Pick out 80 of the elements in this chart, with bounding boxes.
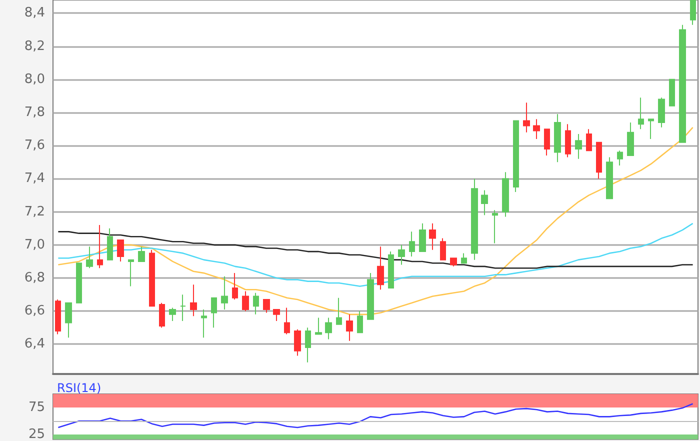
y-tick-label: 8,4 — [24, 6, 45, 21]
y-tick-label: 25 — [28, 427, 45, 441]
candlestick — [221, 276, 228, 310]
candlestick — [533, 118, 540, 140]
candlestick — [398, 244, 405, 266]
candlestick — [86, 246, 93, 269]
candlestick — [107, 228, 113, 260]
candlestick — [305, 327, 311, 363]
candlestick — [55, 299, 61, 335]
candlestick — [273, 308, 280, 322]
candlestick — [554, 114, 561, 163]
candlestick — [76, 262, 82, 304]
candlestick — [169, 307, 176, 322]
candlestick — [377, 246, 384, 290]
candlestick — [367, 272, 374, 320]
candlestick — [575, 134, 582, 160]
candlestick — [180, 294, 186, 322]
line-series — [58, 126, 694, 316]
candlestick — [190, 284, 197, 317]
candlestick — [346, 314, 353, 342]
line-series — [58, 222, 694, 287]
candlestick — [617, 150, 623, 166]
y-tick-label: 7,6 — [24, 138, 45, 154]
candlestick — [648, 118, 654, 140]
candlestick — [284, 307, 290, 335]
candlestick — [440, 238, 446, 260]
candlestick — [201, 308, 207, 338]
candlestick — [502, 172, 509, 218]
line-series — [58, 403, 694, 428]
y-tick-label: 6,8 — [24, 270, 45, 286]
candlestick — [544, 128, 550, 156]
candlestick — [325, 317, 332, 340]
candlestick — [690, 0, 696, 26]
line-series — [58, 231, 694, 269]
y-tick-label: 6,6 — [24, 304, 45, 319]
candlestick — [315, 317, 322, 335]
candlestick — [669, 78, 675, 106]
candlestick — [481, 190, 488, 216]
candlestick — [627, 122, 634, 156]
candlestick — [65, 302, 72, 338]
candlestick — [253, 292, 259, 315]
candlestick — [461, 252, 467, 264]
candlestick — [429, 222, 436, 250]
candlestick — [565, 124, 571, 158]
candlestick — [242, 290, 249, 312]
candlestick — [638, 97, 644, 130]
candlestick — [471, 178, 478, 260]
y-tick-label: 8,0 — [24, 72, 45, 87]
candlestick — [138, 246, 145, 262]
candlestick — [263, 299, 270, 314]
candlestick — [149, 249, 155, 307]
candlestick — [679, 24, 686, 143]
candlestick — [128, 259, 134, 287]
candlestick — [596, 142, 602, 180]
candlestick — [159, 302, 165, 328]
candlestick — [211, 297, 217, 328]
candlestick — [117, 239, 124, 262]
y-tick-label: 7,0 — [24, 237, 45, 252]
candlestick — [357, 310, 363, 334]
y-tick-label: 6,4 — [24, 336, 45, 352]
candlestick — [606, 156, 613, 200]
candlestick — [523, 102, 530, 133]
candlestick — [419, 222, 426, 252]
candlestick — [586, 128, 592, 152]
chart-title: RSI(14) — [57, 381, 102, 395]
candlestick — [336, 297, 342, 325]
candlestick — [232, 272, 238, 300]
candlestick — [492, 210, 498, 244]
candlestick — [513, 120, 519, 192]
candlestick — [97, 224, 103, 269]
y-tick-label: 7,2 — [24, 204, 45, 220]
y-tick-label: 7,8 — [24, 105, 45, 120]
candlestick — [388, 251, 394, 288]
candlestick — [409, 231, 415, 258]
candlestick — [658, 97, 665, 128]
candlestick — [294, 328, 301, 356]
y-tick-label: 8,2 — [24, 38, 45, 54]
y-tick-label: 7,4 — [24, 171, 45, 186]
y-tick-label: 75 — [28, 400, 45, 415]
candlestick — [450, 258, 457, 267]
